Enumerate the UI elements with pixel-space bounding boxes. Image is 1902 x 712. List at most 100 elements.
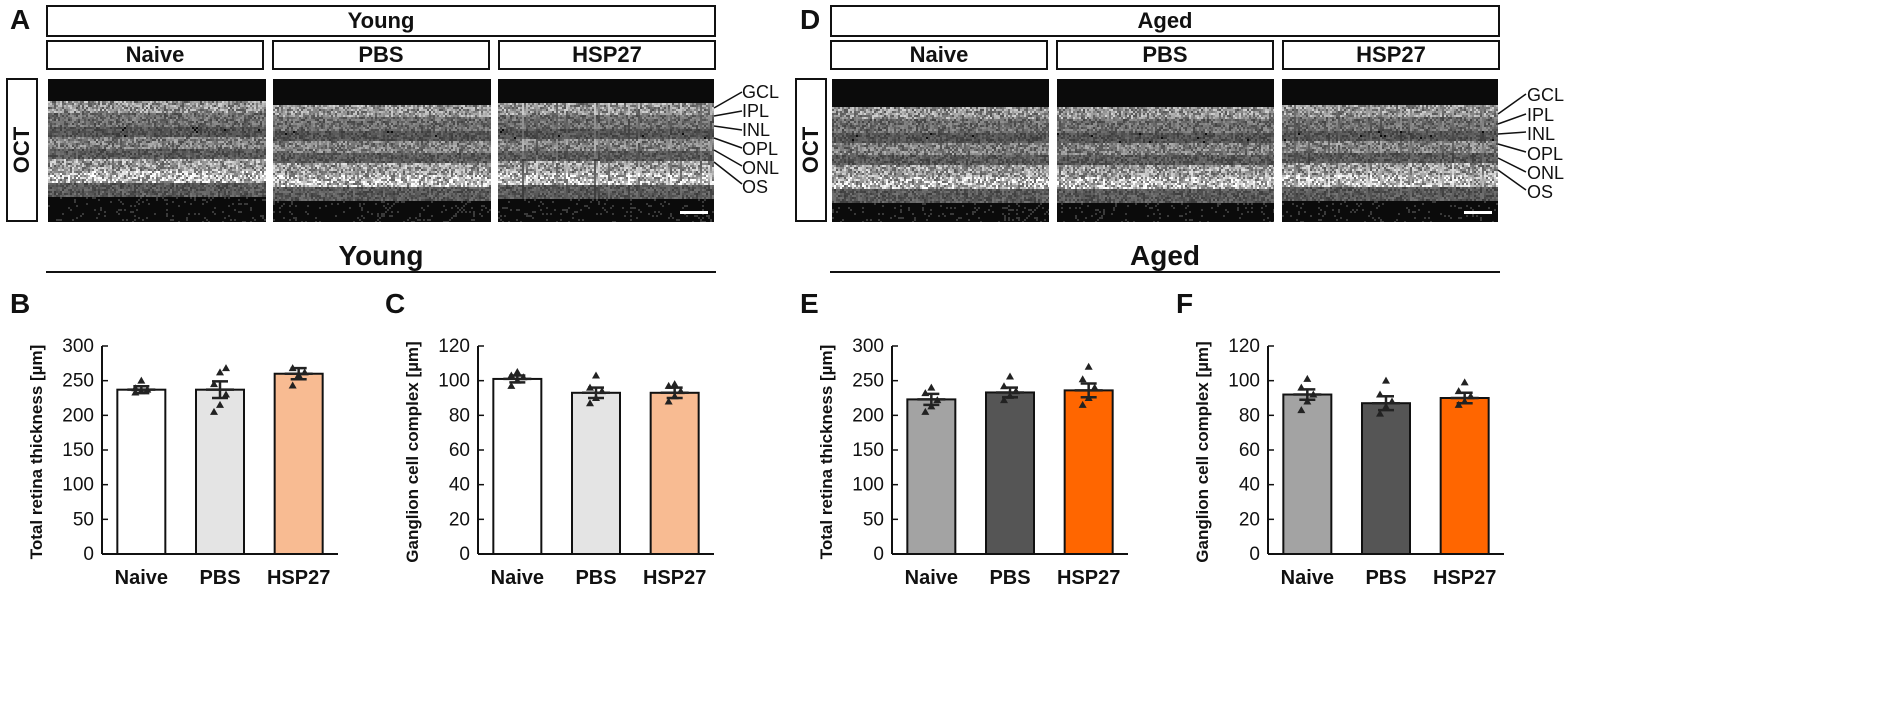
y-tick-label: 120 bbox=[1228, 336, 1260, 357]
data-point bbox=[1000, 396, 1008, 404]
y-tick-label: 250 bbox=[62, 371, 94, 392]
section-title-young: Young bbox=[46, 240, 716, 272]
young-group-naive: Naive bbox=[46, 40, 264, 70]
oct-image-aged-pbs bbox=[1057, 79, 1274, 222]
data-point bbox=[927, 402, 936, 410]
bar-naive bbox=[492, 377, 543, 555]
bar-pbs bbox=[195, 388, 245, 556]
young-oct-label-box: OCT bbox=[6, 78, 38, 222]
young-layer-opl: OPL bbox=[742, 140, 778, 158]
data-point bbox=[1454, 400, 1463, 408]
data-point bbox=[1012, 387, 1020, 395]
data-point bbox=[294, 371, 303, 379]
aged-group-hsp27: HSP27 bbox=[1282, 40, 1500, 70]
bar-hsp27 bbox=[1439, 397, 1490, 555]
data-point bbox=[1006, 372, 1014, 380]
y-tick-label: 250 bbox=[852, 371, 884, 392]
data-point bbox=[1388, 397, 1396, 405]
y-tick-label: 300 bbox=[852, 336, 884, 357]
y-tick-label: 20 bbox=[449, 509, 470, 530]
bar-hsp27 bbox=[1063, 389, 1114, 555]
bar-pbs bbox=[571, 391, 621, 555]
y-tick-label: 50 bbox=[73, 509, 94, 530]
section-rule-young bbox=[46, 271, 716, 273]
data-point bbox=[222, 390, 230, 398]
data-point bbox=[1090, 383, 1099, 391]
scale-bar bbox=[1464, 211, 1492, 214]
category-label-pbs: PBS bbox=[1365, 567, 1406, 589]
y-tick-label: 300 bbox=[62, 336, 94, 357]
data-point bbox=[670, 392, 679, 400]
category-label-pbs: PBS bbox=[989, 567, 1030, 589]
aged-group-naive: Naive bbox=[830, 40, 1048, 70]
aged-layer-gcl: GCL bbox=[1527, 86, 1564, 104]
data-point bbox=[927, 383, 936, 391]
data-point bbox=[143, 385, 152, 393]
section-rule-aged bbox=[830, 271, 1500, 273]
y-tick-label: 100 bbox=[1228, 371, 1260, 392]
panel-letter-d: D bbox=[800, 6, 820, 34]
y-tick-label: 0 bbox=[1249, 544, 1260, 565]
y-tick-label: 100 bbox=[62, 475, 94, 496]
panel-letter-e: E bbox=[800, 290, 819, 318]
data-point bbox=[1303, 374, 1312, 382]
aged-layer-ipl: IPL bbox=[1527, 106, 1554, 124]
data-point bbox=[586, 399, 594, 407]
bar-pbs bbox=[1361, 402, 1411, 555]
oct-image-young-pbs bbox=[273, 79, 491, 222]
aged-layer-onl: ONL bbox=[1527, 164, 1564, 182]
data-point bbox=[1382, 402, 1390, 410]
bar-hsp27 bbox=[273, 372, 324, 555]
y-tick-label: 60 bbox=[1239, 440, 1260, 461]
data-point bbox=[1000, 382, 1008, 390]
data-point bbox=[1382, 376, 1390, 384]
y-tick-label: 40 bbox=[1239, 475, 1260, 496]
y-tick-label: 150 bbox=[852, 440, 884, 461]
data-point bbox=[222, 364, 230, 372]
data-point bbox=[670, 380, 679, 388]
y-tick-label: 100 bbox=[852, 475, 884, 496]
data-point bbox=[676, 387, 685, 395]
aged-group-pbs: PBS bbox=[1056, 40, 1274, 70]
data-point bbox=[1084, 394, 1093, 401]
data-point bbox=[1297, 383, 1306, 391]
section-title-aged: Aged bbox=[830, 240, 1500, 272]
data-point bbox=[664, 397, 673, 405]
data-point bbox=[1460, 397, 1469, 405]
y-axis-label: Total retina thickness [µm] bbox=[27, 345, 46, 559]
data-point bbox=[1309, 390, 1318, 398]
y-axis-label: Ganglion cell complex [µm] bbox=[403, 341, 422, 562]
category-label-naive: Naive bbox=[905, 567, 958, 589]
chart-c-ganglion-cell-complex: 0 20 40 60 80 100 120 Ganglion cell complex [µm… bbox=[403, 336, 714, 589]
data-point bbox=[921, 389, 930, 397]
y-tick-label: 150 bbox=[62, 440, 94, 461]
chart-e-total-retina-thickness: 0 50 100 150 200 250 300 Total retina thickness… bbox=[817, 336, 1128, 589]
data-point bbox=[1466, 392, 1475, 400]
data-point bbox=[137, 376, 146, 384]
chart-f-ganglion-cell-complex: 0 20 40 60 80 100 120 Ganglion cell complex [µm… bbox=[1193, 336, 1504, 589]
y-tick-label: 0 bbox=[459, 544, 470, 565]
data-point bbox=[933, 396, 942, 404]
young-oct-label: OCT bbox=[9, 127, 35, 173]
data-point bbox=[598, 387, 606, 395]
young-group-pbs: PBS bbox=[272, 40, 490, 70]
data-point bbox=[519, 373, 528, 381]
data-point bbox=[1376, 390, 1384, 398]
oct-image-young-naive bbox=[48, 79, 266, 222]
y-tick-label: 40 bbox=[449, 475, 470, 496]
y-axis-label: Total retina thickness [µm] bbox=[817, 345, 836, 559]
category-label-naive: Naive bbox=[1281, 567, 1334, 589]
oct-image-aged-naive bbox=[832, 79, 1049, 222]
aged-oct-label-box: OCT bbox=[795, 78, 827, 222]
data-point bbox=[586, 383, 594, 391]
y-tick-label: 0 bbox=[83, 544, 94, 565]
data-point bbox=[300, 368, 309, 376]
data-point bbox=[288, 381, 297, 389]
y-tick-label: 200 bbox=[62, 405, 94, 426]
data-point bbox=[210, 407, 218, 415]
y-tick-label: 100 bbox=[438, 371, 470, 392]
y-tick-label: 20 bbox=[1239, 509, 1260, 530]
data-point bbox=[131, 388, 140, 396]
data-point bbox=[507, 381, 516, 389]
y-tick-label: 60 bbox=[449, 440, 470, 461]
